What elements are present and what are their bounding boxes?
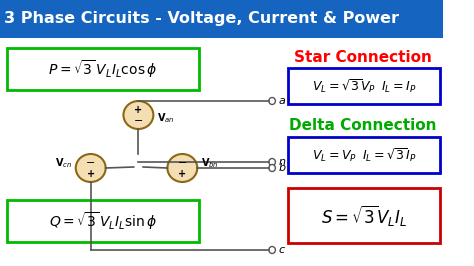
Bar — [0, 38, 443, 266]
Text: $\mathbf{V}_{cn}$: $\mathbf{V}_{cn}$ — [55, 156, 72, 170]
Text: −: − — [178, 158, 187, 168]
Ellipse shape — [123, 101, 154, 129]
Circle shape — [269, 164, 275, 172]
Text: n: n — [279, 157, 286, 167]
Text: +: + — [178, 169, 186, 179]
Text: c: c — [279, 245, 285, 255]
Text: −: − — [86, 158, 95, 168]
Ellipse shape — [167, 154, 197, 182]
Text: +: + — [134, 105, 143, 115]
Text: $\mathbf{V}_{an}$: $\mathbf{V}_{an}$ — [157, 111, 175, 125]
Text: $P = \sqrt{3}\,V_L I_L \cos\phi$: $P = \sqrt{3}\,V_L I_L \cos\phi$ — [48, 58, 157, 80]
Text: $Q = \sqrt{3}\,V_L I_L \sin\phi$: $Q = \sqrt{3}\,V_L I_L \sin\phi$ — [49, 210, 157, 232]
Text: $\mathbf{V}_{bn}$: $\mathbf{V}_{bn}$ — [201, 156, 219, 170]
Text: $V_L = \sqrt{3}V_P \;\; I_L = I_P$: $V_L = \sqrt{3}V_P \;\; I_L = I_P$ — [311, 77, 416, 95]
FancyBboxPatch shape — [8, 48, 199, 90]
Bar — [0, 0, 443, 38]
Text: $S = \sqrt{3}V_L I_L$: $S = \sqrt{3}V_L I_L$ — [320, 202, 407, 227]
Text: $V_L = V_P \;\; I_L = \sqrt{3}I_P$: $V_L = V_P \;\; I_L = \sqrt{3}I_P$ — [311, 146, 416, 164]
Text: a: a — [279, 96, 285, 106]
FancyBboxPatch shape — [288, 188, 439, 243]
Circle shape — [269, 159, 275, 165]
Text: 3 Phase Circuits - Voltage, Current & Power: 3 Phase Circuits - Voltage, Current & Po… — [4, 11, 399, 27]
Circle shape — [269, 98, 275, 105]
Circle shape — [269, 247, 275, 253]
Text: −: − — [134, 116, 143, 126]
Text: Star Connection: Star Connection — [294, 49, 432, 64]
Ellipse shape — [76, 154, 106, 182]
Text: Delta Connection: Delta Connection — [289, 118, 437, 134]
FancyBboxPatch shape — [8, 200, 199, 242]
Text: +: + — [87, 169, 95, 179]
FancyBboxPatch shape — [288, 68, 439, 104]
FancyBboxPatch shape — [288, 137, 439, 173]
Text: b: b — [279, 163, 286, 173]
